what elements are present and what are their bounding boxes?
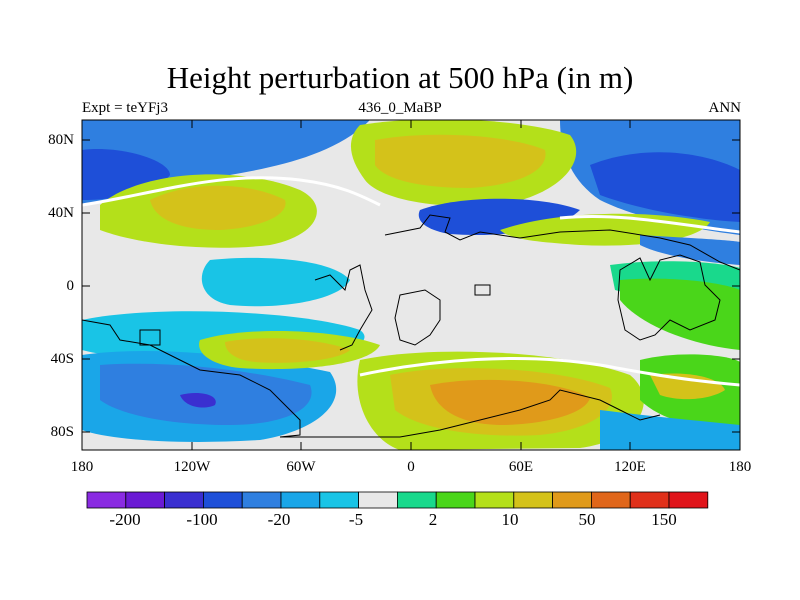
lat-label-40n: 40N bbox=[48, 205, 74, 221]
plot-title: Height perturbation at 500 hPa (in m) bbox=[166, 60, 634, 95]
colorbar-swatch bbox=[280, 491, 321, 509]
lon-label-60e: 60E bbox=[508, 459, 534, 475]
colorbar-label: -20 bbox=[267, 510, 291, 529]
colorbar-label: 10 bbox=[501, 510, 519, 529]
colorbar-label: -100 bbox=[186, 510, 218, 529]
colorbar-label: 50 bbox=[578, 510, 596, 529]
lon-label-0: 0 bbox=[407, 459, 415, 475]
colorbar-swatch bbox=[474, 491, 515, 509]
lat-label-80n: 80N bbox=[48, 132, 74, 148]
colorbar-label: 150 bbox=[651, 510, 677, 529]
colorbar-swatch bbox=[435, 491, 476, 509]
experiment-label: Expt = teYFj3 bbox=[82, 100, 168, 116]
colorbar-swatch bbox=[629, 491, 670, 509]
lon-label-120w: 120W bbox=[173, 459, 211, 475]
lon-label-60w: 60W bbox=[286, 459, 316, 475]
colorbar-swatch bbox=[319, 491, 359, 509]
colorbar-swatch bbox=[202, 491, 243, 509]
season-label: ANN bbox=[708, 100, 742, 116]
contour-field bbox=[82, 120, 740, 450]
axis-ticks bbox=[81, 120, 741, 450]
lat-label-40s: 40S bbox=[50, 351, 74, 367]
colorbar-swatch bbox=[241, 491, 282, 509]
colorbar-swatch bbox=[668, 491, 709, 509]
colorbar-label: -5 bbox=[348, 510, 364, 529]
colorbar bbox=[86, 491, 709, 509]
colorbar-label: 2 bbox=[428, 510, 438, 529]
time-label: 436_0_MaBP bbox=[358, 100, 442, 116]
colorbar-swatch bbox=[86, 491, 127, 509]
colorbar-swatch bbox=[396, 491, 437, 509]
lat-label-0: 0 bbox=[66, 278, 75, 294]
colorbar-swatch bbox=[358, 491, 398, 509]
lon-label-180w: 180 bbox=[70, 459, 94, 475]
colorbar-swatch bbox=[125, 491, 166, 509]
colorbar-swatch bbox=[591, 491, 631, 509]
colorbar-swatch bbox=[552, 491, 592, 509]
colorbar-swatch bbox=[513, 491, 553, 509]
colorbar-swatch bbox=[164, 491, 204, 509]
lon-label-180e: 180 bbox=[728, 459, 752, 475]
colorbar-label: -200 bbox=[109, 510, 141, 529]
lat-label-80s: 80S bbox=[50, 424, 74, 440]
lon-label-120e: 120E bbox=[614, 459, 646, 475]
